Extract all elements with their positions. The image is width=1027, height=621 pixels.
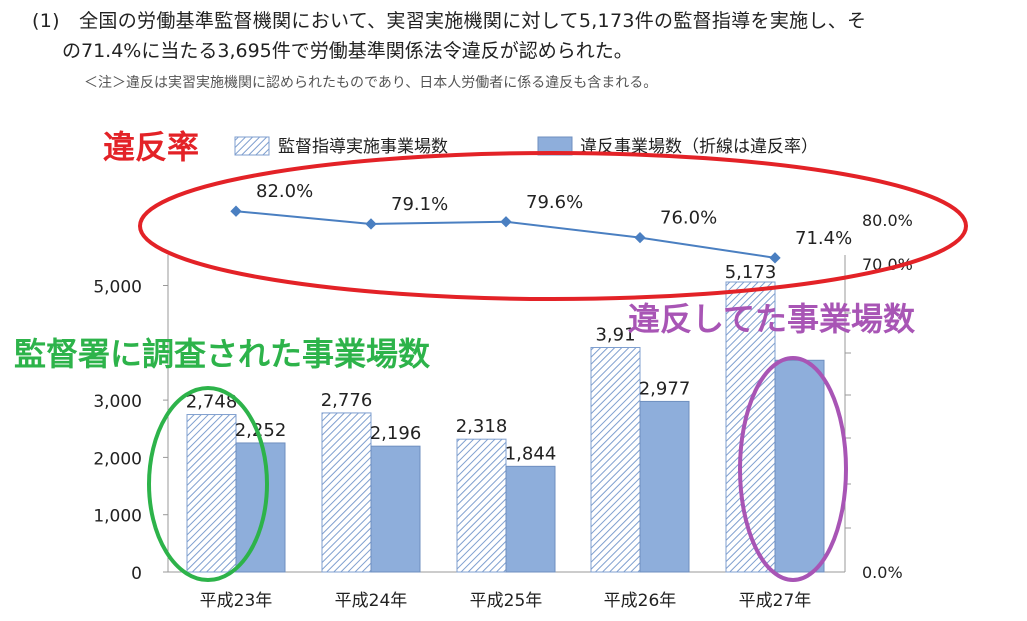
bar-label-inspected: 5,173 (725, 262, 777, 283)
bar-violating (235, 442, 286, 573)
legend-label-violating: 違反事業場数（折線は違反率） (580, 137, 818, 157)
bar-violating (505, 465, 556, 573)
intro-line-2: の71.4%に当たる3,695件で労働基準関係法令違反が認められた。 (62, 40, 633, 62)
category-label: 平成27年 (739, 591, 812, 611)
legend-swatch-inspected (234, 136, 270, 156)
bar-inspected (590, 346, 641, 573)
rate-label: 76.0% (660, 208, 717, 229)
bar-violating (639, 400, 690, 573)
rate-marker (230, 205, 242, 217)
category-label: 平成25年 (470, 591, 543, 611)
rate-label: 79.6% (526, 192, 583, 213)
bar-label-violating: 1,844 (505, 443, 557, 464)
category-label: 平成23年 (200, 591, 273, 611)
annotation-violating: 違反してた事業場数 (628, 300, 916, 338)
category-label: 平成26年 (604, 591, 677, 611)
rate-marker (500, 216, 512, 228)
rate-marker (769, 252, 781, 264)
rate-label: 71.4% (795, 228, 852, 249)
y2-tick-label: 0.0% (862, 563, 903, 582)
bar-label-violating: 2,977 (639, 378, 691, 399)
intro-note: ＜注＞違反は実習実施機関に認められたものであり、日本人労働者に係る違反も含まれる… (84, 75, 658, 91)
y-tick-label: 3,000 (93, 392, 142, 412)
bar-label-inspected: 3,91 (595, 324, 635, 345)
bar-label-inspected: 2,776 (321, 390, 373, 411)
rate-label: 79.1% (391, 194, 448, 215)
annotation-inspected: 監督署に調査された事業場数 (14, 335, 431, 373)
bar-violating (370, 445, 421, 573)
rate-marker (365, 218, 377, 230)
violating-highlight-ellipse (738, 356, 848, 582)
y-tick-label: 2,000 (93, 449, 142, 469)
bar-label-violating: 2,196 (370, 423, 422, 444)
bar-inspected (725, 281, 776, 573)
rate-marker (634, 231, 646, 244)
y2-tick-label: 80.0% (862, 211, 913, 230)
rate-highlight-ellipse (138, 151, 968, 301)
bar-violating (774, 359, 825, 573)
bar-label-inspected: 2,748 (186, 392, 238, 413)
y-tick-label: 5,000 (93, 278, 142, 298)
bar-label-inspected: 2,318 (456, 416, 508, 437)
y2-tick-label: 70.0% (862, 255, 913, 274)
bar-inspected (456, 438, 507, 573)
bar-label-violating: 2,252 (235, 420, 287, 441)
intro-line-1: (1) 全国の労働基準監督機関において、実習実施機関に対して5,173件の監督指… (32, 10, 867, 32)
y-tick-label: 0 (131, 564, 142, 584)
y-tick-label: 1,000 (93, 507, 142, 527)
bar-inspected (321, 412, 372, 573)
annotation-rate: 違反率 (103, 128, 199, 166)
rate-label: 82.0% (256, 181, 313, 202)
legend-label-inspected: 監督指導実施事業場数 (278, 137, 448, 157)
bar-inspected (186, 414, 237, 573)
category-label: 平成24年 (335, 591, 408, 611)
inspected-highlight-ellipse (147, 386, 269, 582)
